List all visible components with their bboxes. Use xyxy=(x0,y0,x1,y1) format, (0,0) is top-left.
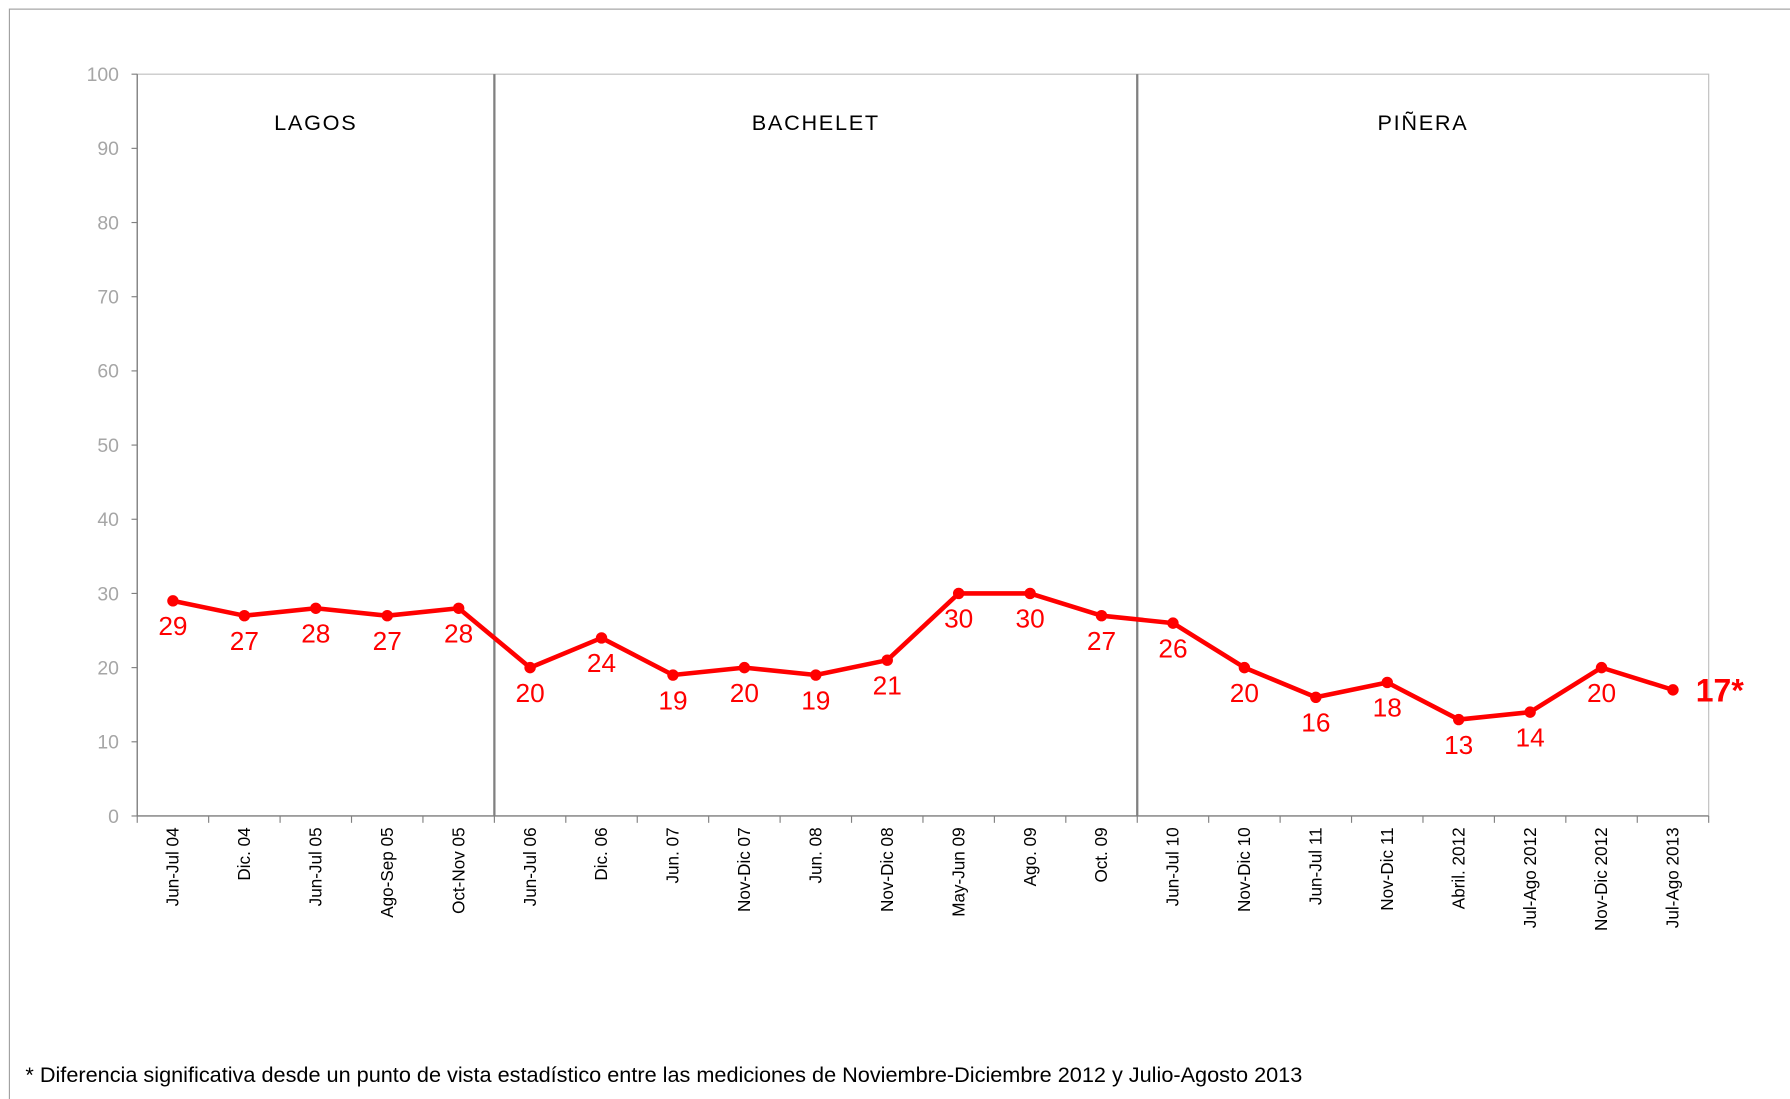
data-label: 19 xyxy=(801,685,830,715)
x-tick-label: Ago-Sep 05 xyxy=(378,827,397,917)
data-label: 16 xyxy=(1301,708,1330,738)
point xyxy=(310,602,322,614)
period-label: PIÑERA xyxy=(1377,110,1468,135)
data-label: 30 xyxy=(1016,604,1045,634)
y-tick-label: 60 xyxy=(97,361,119,383)
data-label: 18 xyxy=(1373,693,1402,723)
x-tick-label: Oct-Nov 05 xyxy=(449,827,468,914)
point xyxy=(667,669,679,681)
point xyxy=(738,661,751,674)
point xyxy=(1452,713,1465,726)
x-tick-label: Abril. 2012 xyxy=(1449,827,1468,909)
x-tick-label: Nov-Dic 08 xyxy=(878,827,897,912)
frame xyxy=(8,8,1790,1099)
data-label: 21 xyxy=(873,670,902,700)
data-label: 20 xyxy=(515,678,544,708)
data-label: 17* xyxy=(1696,672,1745,708)
y-tick-label: 40 xyxy=(97,509,119,531)
data-label: 26 xyxy=(1158,633,1187,663)
x-tick-label: Nov-Dic 2012 xyxy=(1592,827,1611,931)
data-label: 30 xyxy=(944,604,973,634)
data-label: 29 xyxy=(158,611,187,641)
x-tick-label: Oct. 09 xyxy=(1092,827,1111,882)
point xyxy=(810,669,822,681)
footnote: * Diferencia significativa desde un punt… xyxy=(25,1062,1302,1087)
data-label: 27 xyxy=(373,626,402,656)
x-tick-label: Jun-Jul 10 xyxy=(1164,827,1183,906)
y-tick-label: 70 xyxy=(97,287,119,309)
x-tick-label: Jun. 08 xyxy=(807,827,826,883)
data-label: 28 xyxy=(444,619,473,649)
period-label: LAGOS xyxy=(274,110,357,135)
point xyxy=(1667,684,1679,696)
data-label: 28 xyxy=(301,619,330,649)
x-tick-label: Ago. 09 xyxy=(1021,827,1040,886)
data-label: 14 xyxy=(1516,722,1545,752)
point xyxy=(1024,587,1036,600)
point xyxy=(881,654,893,666)
y-tick-label: 100 xyxy=(87,64,120,86)
point xyxy=(1167,617,1179,629)
y-tick-label: 90 xyxy=(97,138,119,160)
point xyxy=(238,609,251,622)
data-label: 24 xyxy=(587,648,616,678)
data-label: 27 xyxy=(230,626,259,656)
point xyxy=(1310,691,1322,703)
x-tick-label: Jun-Jul 06 xyxy=(521,827,540,906)
x-tick-label: Nov-Dic 10 xyxy=(1235,827,1254,912)
data-label: 27 xyxy=(1087,626,1116,656)
x-tick-label: Jun-Jul 05 xyxy=(307,827,326,906)
x-tick-label: Dic. 06 xyxy=(592,827,611,880)
point xyxy=(595,632,608,644)
x-tick-label: Nov-Dic 11 xyxy=(1378,827,1397,910)
point xyxy=(381,609,393,622)
data-label: 20 xyxy=(730,678,759,708)
y-tick-label: 30 xyxy=(97,583,119,605)
y-tick-label: 80 xyxy=(97,212,119,234)
y-tick-label: 20 xyxy=(97,657,119,679)
x-tick-label: Nov-Dic 07 xyxy=(735,827,754,912)
plot-area xyxy=(136,73,1710,817)
data-label: 13 xyxy=(1444,730,1473,760)
y-tick-label: 50 xyxy=(97,435,119,457)
x-tick-label: Dic. 04 xyxy=(235,827,254,881)
point xyxy=(1238,661,1251,674)
x-tick-label: Jul-Ago 2013 xyxy=(1664,827,1683,928)
x-tick-label: Jun. 07 xyxy=(664,827,683,883)
x-tick-label: Jun-Jul 04 xyxy=(164,827,183,906)
x-tick-label: Jun-Jul 11 xyxy=(1307,827,1326,905)
point xyxy=(524,661,536,674)
x-tick-label: Jul-Ago 2012 xyxy=(1521,827,1540,928)
y-tick-label: 0 xyxy=(108,806,119,828)
period-label: BACHELET xyxy=(752,110,880,135)
point xyxy=(1524,706,1536,718)
point xyxy=(1595,661,1608,674)
point xyxy=(167,595,179,607)
data-label: 20 xyxy=(1587,678,1616,708)
point xyxy=(1381,676,1393,689)
point xyxy=(1095,609,1108,622)
point xyxy=(952,587,965,600)
x-tick-label: May-Jun 09 xyxy=(949,827,968,916)
data-label: 20 xyxy=(1230,678,1259,708)
data-label: 19 xyxy=(658,685,687,715)
point xyxy=(452,602,465,614)
line xyxy=(172,591,1674,722)
y-tick-label: 10 xyxy=(97,732,119,754)
